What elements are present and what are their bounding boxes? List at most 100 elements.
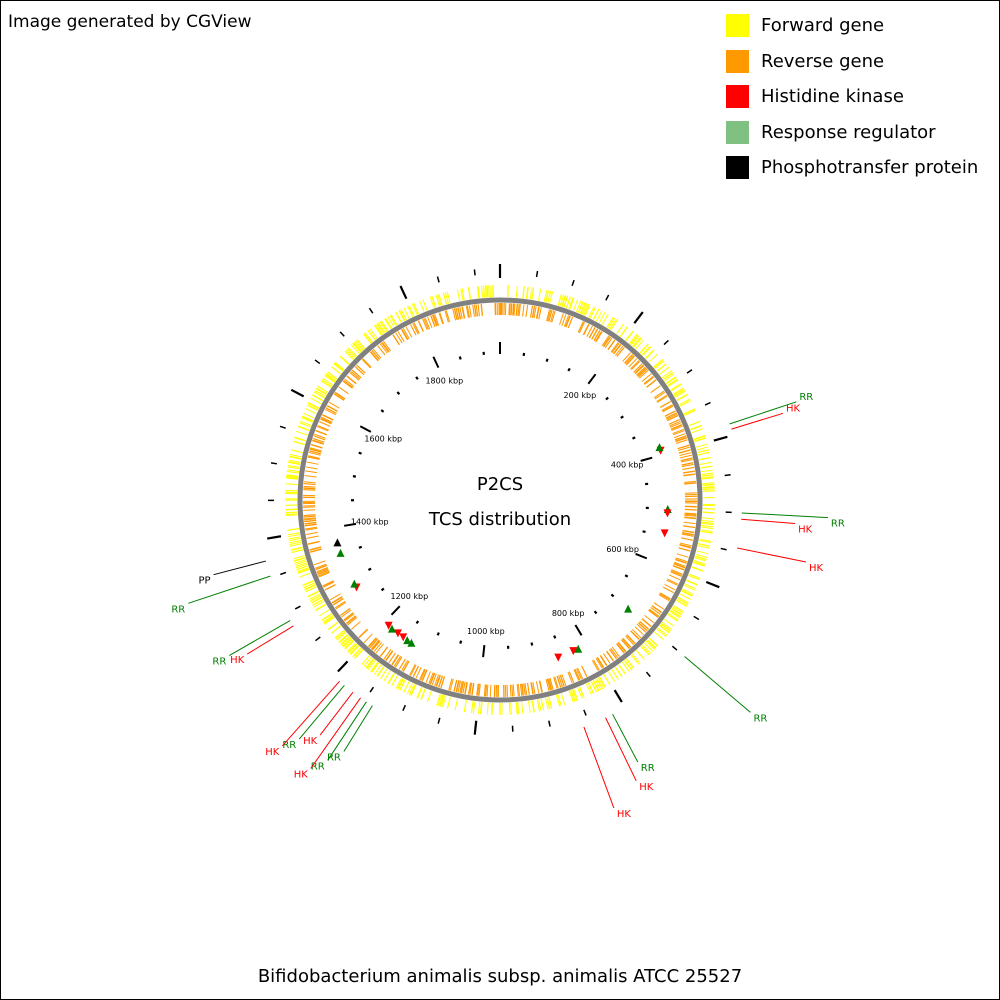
forward-gene (609, 318, 617, 330)
forward-gene (641, 345, 651, 356)
reverse-gene (671, 569, 683, 575)
forward-gene (467, 287, 472, 300)
inner-minor-tick (358, 451, 362, 455)
reverse-gene (519, 683, 523, 696)
reverse-gene (568, 671, 575, 683)
pp-callout-label: PP (199, 576, 211, 587)
outer-minor-tick (369, 686, 375, 693)
rr-callout-line (741, 512, 828, 519)
reverse-gene (604, 337, 613, 349)
forward-gene (486, 702, 489, 715)
outer-minor-tick (314, 359, 321, 365)
inner-major-tick (359, 425, 372, 433)
reverse-gene (460, 681, 465, 694)
reverse-gene (410, 324, 417, 336)
hk-marker (384, 621, 393, 630)
reverse-gene (317, 425, 329, 431)
forward-gene (288, 536, 301, 540)
forward-gene (435, 294, 441, 307)
reverse-gene (511, 684, 514, 697)
forward-gene (644, 349, 655, 359)
forward-gene (419, 300, 425, 312)
reverse-gene (529, 305, 534, 318)
outer-major-tick (633, 311, 644, 324)
reverse-gene (549, 677, 554, 690)
inner-minor-tick (642, 530, 646, 534)
hk-marker (393, 629, 402, 638)
forward-gene (688, 575, 700, 581)
forward-gene (585, 683, 592, 695)
reverse-gene (343, 379, 354, 388)
forward-gene (289, 455, 302, 460)
forward-gene (287, 464, 300, 468)
rr-callout-line (343, 705, 373, 752)
rr-callout-line (684, 656, 751, 713)
reverse-gene (680, 457, 693, 462)
inner-minor-tick (358, 545, 363, 549)
reverse-gene (310, 443, 323, 449)
tcs-markers (333, 443, 672, 662)
forward-gene (510, 702, 512, 715)
reverse-gene (340, 607, 351, 616)
reverse-gene (319, 421, 331, 427)
reverse-gene (535, 681, 540, 694)
forward-gene (302, 579, 315, 587)
reverse-gene (622, 637, 632, 648)
forward-gene (536, 699, 541, 712)
reverse-gene (322, 414, 334, 421)
reverse-gene (567, 316, 574, 329)
forward-gene (595, 310, 603, 322)
reverse-gene (684, 512, 697, 515)
legend-label: Response regulator (761, 121, 936, 143)
outer-minor-tick (724, 474, 731, 477)
reverse-gene (599, 655, 608, 666)
forward-gene (292, 440, 305, 446)
reverse-gene (377, 345, 386, 356)
forward-gene (699, 538, 712, 542)
forward-gene (548, 696, 553, 709)
reverse-gene (455, 680, 460, 693)
forward-gene (289, 539, 302, 544)
tick-label: 400 kbp (611, 461, 644, 470)
pp-callout-line (213, 560, 266, 576)
forward-gene (362, 333, 372, 344)
forward-gene (570, 689, 576, 702)
reverse-gene (307, 455, 320, 460)
tick-label: 1000 kbp (467, 627, 505, 636)
forward-gene (442, 695, 447, 708)
forward-gene (486, 285, 489, 298)
reverse-gene (588, 327, 596, 339)
inner-minor-tick (567, 367, 571, 372)
reverse-gene (626, 355, 636, 366)
reverse-gene (611, 646, 620, 657)
reverse-gene (512, 684, 515, 697)
forward-gene (508, 702, 511, 715)
forward-gene (310, 596, 323, 604)
reverse-gene (648, 609, 659, 618)
reverse-gene (398, 658, 406, 670)
forward-gene (656, 628, 667, 637)
reverse-gene (420, 669, 426, 681)
reverse-gene (634, 626, 644, 636)
hk-callout-label: HK (303, 736, 318, 747)
forward-gene (571, 689, 578, 702)
forward-gene (325, 373, 336, 382)
reverse-gene (610, 342, 619, 353)
forward-gene (679, 593, 691, 600)
forward-gene (285, 511, 298, 514)
reverse-gene (388, 652, 397, 663)
reverse-gene (410, 664, 417, 676)
forward-gene (597, 677, 605, 689)
forward-gene (560, 693, 566, 706)
forward-gene (683, 584, 696, 591)
reverse-gene (675, 557, 688, 563)
forward-gene (315, 604, 327, 612)
reverse-gene (438, 675, 444, 688)
forward-gene (285, 483, 298, 486)
forward-gene (431, 295, 437, 308)
forward-gene (410, 684, 417, 696)
forward-gene (470, 701, 474, 714)
outer-minor-tick (720, 547, 727, 551)
reverse-gene (622, 352, 631, 362)
outer-minor-tick (279, 425, 286, 429)
